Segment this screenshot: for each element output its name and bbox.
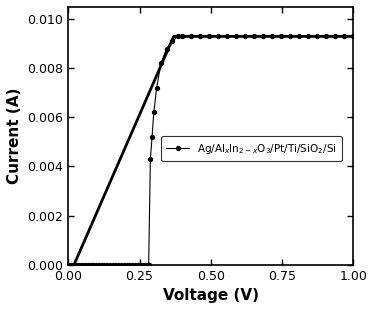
Y-axis label: Current (A): Current (A) (7, 88, 22, 184)
Legend: Ag/Al$_{x}$In$_{2-x}$O$_{3}$/Pt/Ti/SiO$_{2}$/Si: Ag/Al$_{x}$In$_{2-x}$O$_{3}$/Pt/Ti/SiO$_… (161, 136, 342, 161)
Ag/Al$_{x}$In$_{2-x}$O$_{3}$/Pt/Ti/SiO$_{2}$/Si (66, 263, 71, 267)
Ag/Al$_{x}$In$_{2-x}$O$_{3}$/Pt/Ti/SiO$_{2}$/Si (94, 263, 98, 267)
X-axis label: Voltage (V): Voltage (V) (163, 288, 259, 303)
Ag/Al$_{x}$In$_{2-x}$O$_{3}$/Pt/Ti/SiO$_{2}$/Si (122, 263, 126, 267)
Ag/Al$_{x}$In$_{2-x}$O$_{3}$/Pt/Ti/SiO$_{2}$/Si (176, 34, 180, 38)
Ag/Al$_{x}$In$_{2-x}$O$_{3}$/Pt/Ti/SiO$_{2}$/Si (119, 263, 123, 267)
Line: Ag/Al$_{x}$In$_{2-x}$O$_{3}$/Pt/Ti/SiO$_{2}$/Si: Ag/Al$_{x}$In$_{2-x}$O$_{3}$/Pt/Ti/SiO$_… (67, 34, 355, 267)
Ag/Al$_{x}$In$_{2-x}$O$_{3}$/Pt/Ti/SiO$_{2}$/Si (170, 39, 175, 43)
Ag/Al$_{x}$In$_{2-x}$O$_{3}$/Pt/Ti/SiO$_{2}$/Si (108, 263, 112, 267)
Ag/Al$_{x}$In$_{2-x}$O$_{3}$/Pt/Ti/SiO$_{2}$/Si (113, 263, 118, 267)
Ag/Al$_{x}$In$_{2-x}$O$_{3}$/Pt/Ti/SiO$_{2}$/Si (351, 34, 355, 38)
